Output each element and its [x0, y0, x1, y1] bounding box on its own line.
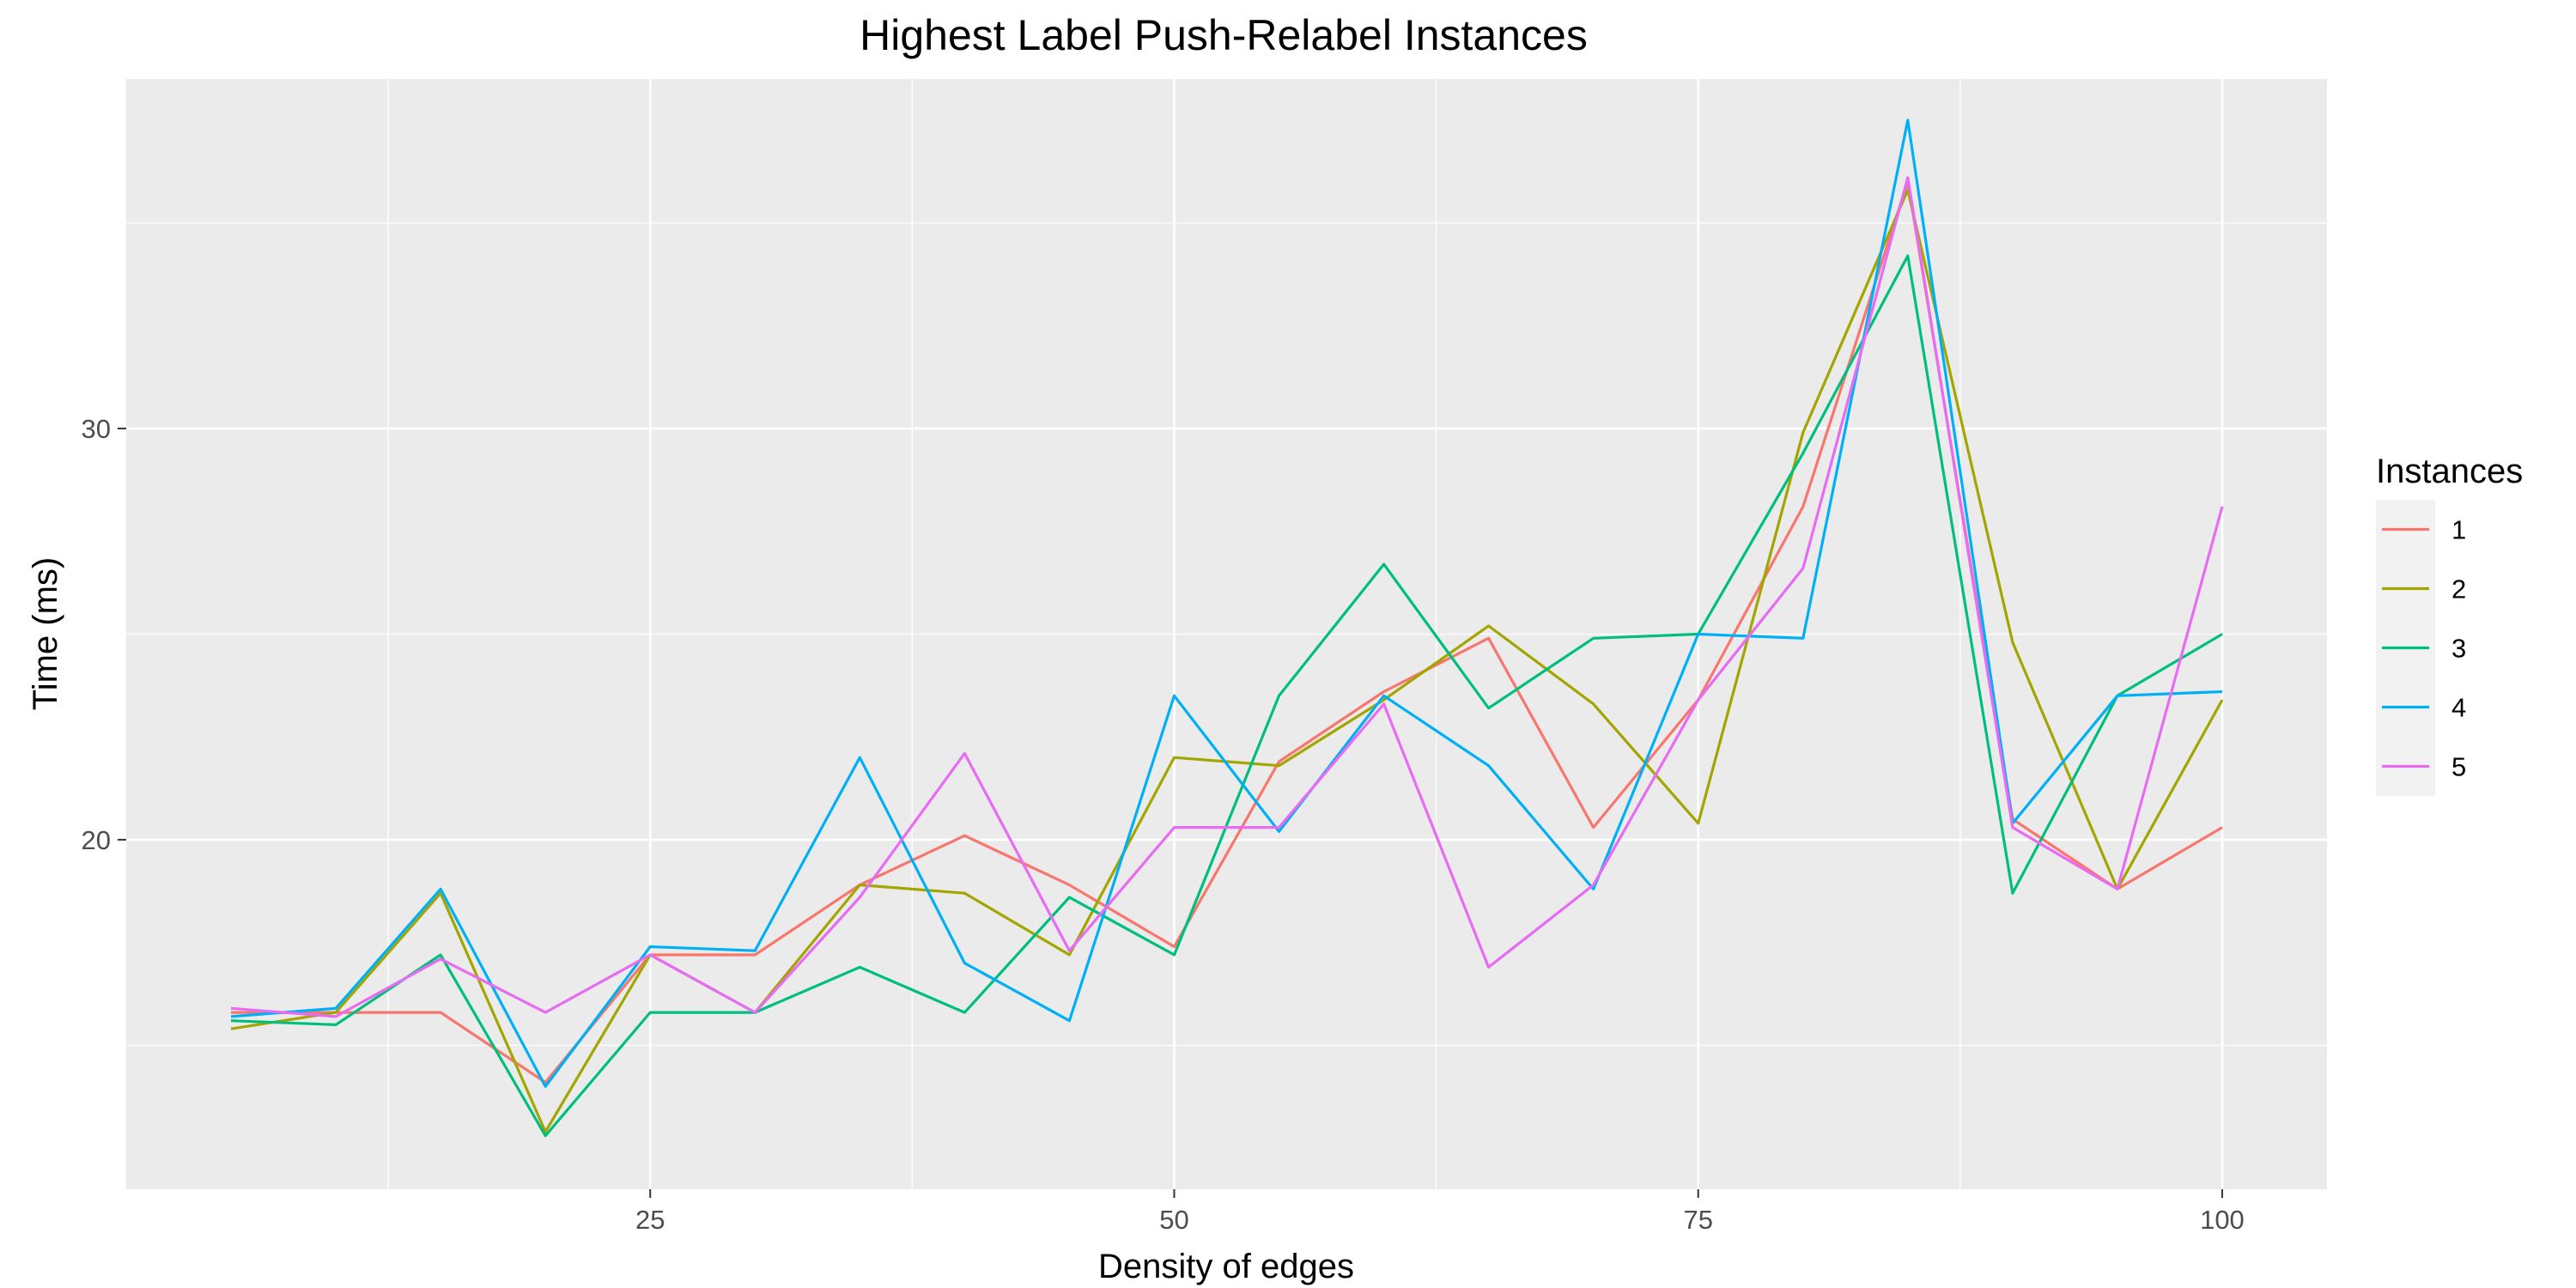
- y-axis-title: Time (ms): [27, 557, 64, 710]
- y-tick-label: 30: [82, 414, 111, 444]
- chart-title: Highest Label Push-Relabel Instances: [860, 11, 1588, 59]
- y-tick-label: 20: [82, 825, 111, 855]
- legend-label: 2: [2451, 574, 2466, 605]
- legend-label: 4: [2451, 693, 2466, 723]
- x-axis-ticks: 25 50 75 100: [635, 1189, 2245, 1235]
- legend-label: 1: [2451, 515, 2466, 545]
- series-line-5: [230, 176, 2224, 1018]
- legend-label: 5: [2451, 752, 2466, 782]
- x-tick-label: 50: [1159, 1205, 1188, 1235]
- series-lines: [230, 118, 2224, 1138]
- x-tick-label: 75: [1683, 1205, 1712, 1235]
- legend-label: 3: [2451, 634, 2466, 664]
- legend-title: Instances: [2376, 453, 2523, 490]
- x-axis-title: Density of edges: [1098, 1248, 1354, 1285]
- series-line-3: [230, 254, 2223, 1138]
- legend: Instances 1 2 3 4 5: [2376, 453, 2523, 796]
- x-tick-label: 100: [2200, 1205, 2245, 1235]
- legend-items: 1 2 3 4 5: [2376, 500, 2466, 796]
- x-tick-label: 25: [635, 1205, 665, 1235]
- series-line-4: [230, 118, 2223, 1088]
